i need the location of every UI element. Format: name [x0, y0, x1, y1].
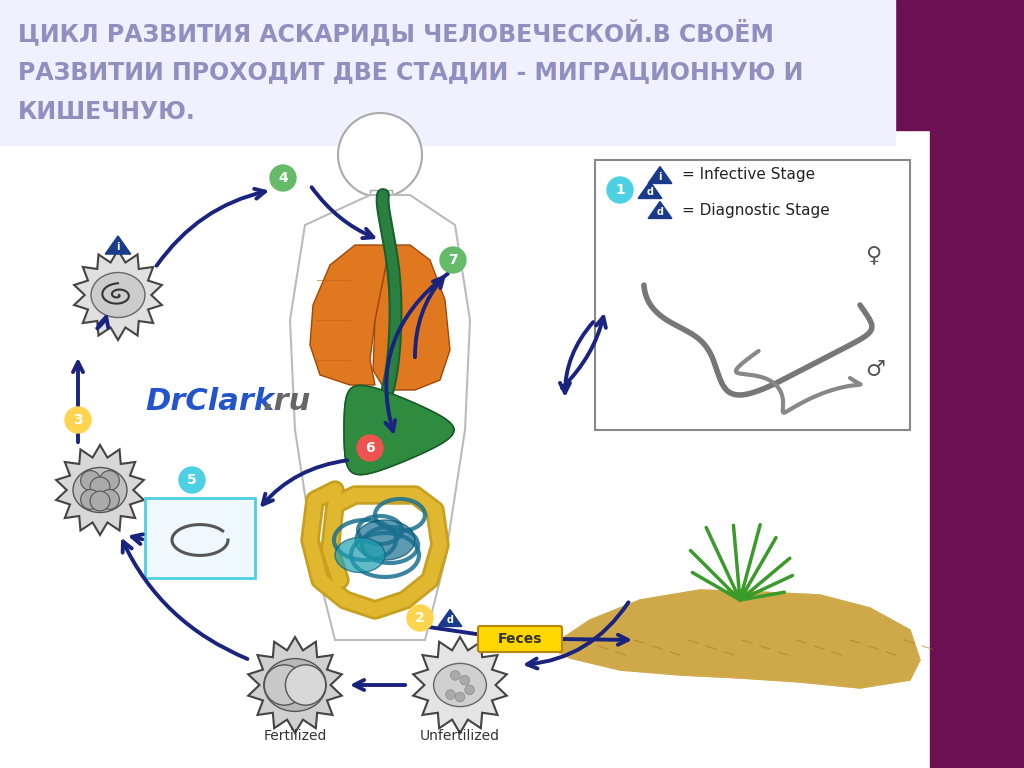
Circle shape: [607, 177, 633, 203]
Text: 1: 1: [615, 183, 625, 197]
Polygon shape: [414, 637, 507, 733]
Circle shape: [456, 692, 465, 702]
Polygon shape: [648, 167, 672, 184]
Polygon shape: [373, 245, 450, 390]
Text: i: i: [658, 172, 662, 182]
Circle shape: [264, 665, 304, 705]
Text: 5: 5: [187, 473, 197, 487]
Circle shape: [179, 467, 205, 493]
Text: 6: 6: [366, 441, 375, 455]
Text: КИШЕЧНУЮ.: КИШЕЧНУЮ.: [18, 100, 196, 124]
Circle shape: [338, 113, 422, 197]
Text: 7: 7: [449, 253, 458, 267]
Bar: [145, 498, 255, 578]
Polygon shape: [550, 590, 920, 688]
Circle shape: [65, 407, 91, 433]
Text: = Diagnostic Stage: = Diagnostic Stage: [682, 203, 829, 217]
Text: i: i: [117, 243, 120, 253]
Text: 3: 3: [73, 413, 83, 427]
Circle shape: [440, 247, 466, 273]
Polygon shape: [248, 637, 342, 733]
Bar: [370, 190, 392, 225]
Text: d: d: [656, 207, 664, 217]
Circle shape: [270, 165, 296, 191]
Text: Unfertilized: Unfertilized: [420, 729, 500, 743]
Bar: [930, 0, 1024, 768]
Text: ♀: ♀: [865, 245, 882, 265]
Text: = Infective Stage: = Infective Stage: [682, 167, 815, 183]
Ellipse shape: [264, 659, 327, 711]
Polygon shape: [56, 445, 143, 535]
Circle shape: [407, 605, 433, 631]
Ellipse shape: [355, 520, 415, 560]
Text: Feces: Feces: [498, 632, 543, 646]
Text: d: d: [446, 615, 454, 625]
Bar: [0, 0, 895, 145]
Polygon shape: [74, 250, 162, 340]
Polygon shape: [105, 236, 131, 254]
Text: 2: 2: [415, 611, 425, 625]
Ellipse shape: [91, 273, 145, 317]
Circle shape: [357, 435, 383, 461]
Circle shape: [90, 491, 110, 511]
Text: DrClark: DrClark: [145, 387, 274, 416]
Text: Fertilized: Fertilized: [263, 729, 327, 743]
Bar: [595, 160, 910, 430]
Circle shape: [90, 477, 110, 497]
Circle shape: [465, 685, 474, 694]
Polygon shape: [648, 201, 672, 218]
Text: ♂: ♂: [865, 360, 885, 380]
Ellipse shape: [335, 538, 385, 572]
Circle shape: [445, 690, 456, 700]
Circle shape: [81, 489, 100, 509]
Circle shape: [286, 665, 326, 705]
Polygon shape: [310, 245, 390, 385]
Polygon shape: [638, 181, 662, 198]
Circle shape: [451, 670, 460, 680]
Bar: [870, 0, 930, 130]
Circle shape: [99, 489, 120, 509]
Polygon shape: [438, 610, 462, 627]
Text: d: d: [646, 187, 653, 197]
FancyBboxPatch shape: [478, 626, 562, 652]
Circle shape: [81, 471, 100, 491]
Polygon shape: [290, 195, 470, 640]
Polygon shape: [550, 590, 920, 688]
Text: .ru: .ru: [263, 387, 311, 416]
Polygon shape: [344, 386, 454, 475]
Circle shape: [99, 471, 120, 491]
Ellipse shape: [73, 468, 127, 512]
Ellipse shape: [433, 664, 486, 707]
Text: 4: 4: [279, 171, 288, 185]
Text: РАЗВИТИИ ПРОХОДИТ ДВЕ СТАДИИ - МИГРАЦИОННУЮ И: РАЗВИТИИ ПРОХОДИТ ДВЕ СТАДИИ - МИГРАЦИОН…: [18, 60, 804, 84]
Text: ЦИКЛ РАЗВИТИЯ АСКАРИДЫ ЧЕЛОВЕЧЕСКОЙ.В СВОЁМ: ЦИКЛ РАЗВИТИЯ АСКАРИДЫ ЧЕЛОВЕЧЕСКОЙ.В СВ…: [18, 20, 774, 47]
Circle shape: [460, 675, 470, 685]
